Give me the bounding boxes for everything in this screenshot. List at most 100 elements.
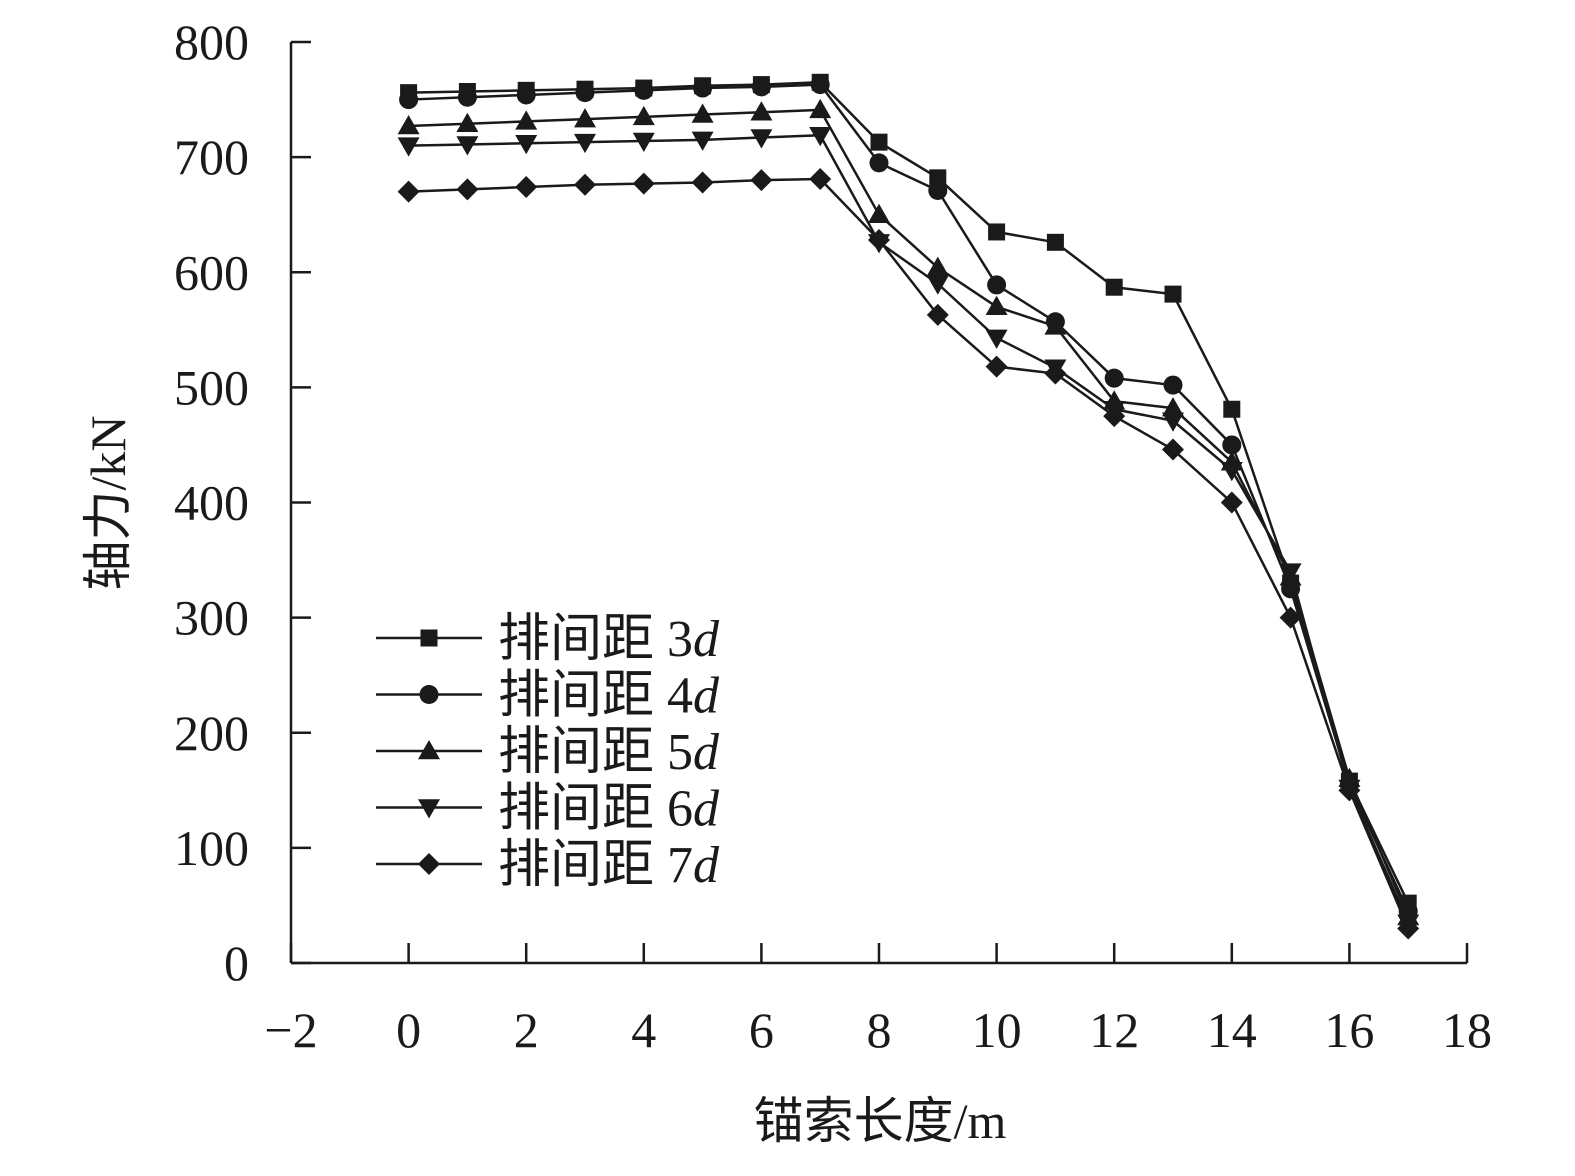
data-point [1338,779,1361,802]
data-point [1162,438,1184,461]
legend-marker [418,740,440,760]
x-tick-label: 8 [867,1002,892,1058]
series-5 [397,167,1420,940]
data-point [1222,435,1242,455]
x-tick-label: −2 [264,1002,317,1058]
data-point [809,167,832,190]
data-point [1044,315,1067,335]
data-point [926,303,949,326]
data-point [926,256,949,276]
data-point [691,171,714,194]
data-point [985,329,1008,349]
y-tick-label: 800 [174,14,249,70]
data-point [1046,233,1064,251]
data-point [399,90,419,110]
data-point [1044,362,1067,385]
data-point [1223,400,1241,418]
legend-item: 排间距 3d [376,611,720,668]
data-point [691,103,714,123]
data-point [632,172,655,195]
y-tick-label: 600 [174,244,249,300]
x-tick-label: 6 [749,1002,774,1058]
data-point [632,132,655,153]
data-point [574,173,596,196]
data-point [1163,375,1183,395]
data-point [985,355,1008,378]
axes: 0 100 200 300 400 500 600 700 800 −2 0 2 4 6 8 10 12 14 1… [174,14,1492,1058]
legend-marker [418,799,440,819]
data-point [575,83,595,103]
legend-item: 排间距 6d [376,781,720,838]
series-layer [397,73,1420,940]
legend-label: 排间距 6d [498,781,720,838]
data-point [985,295,1008,316]
data-point [1279,563,1302,583]
data-point [516,85,536,105]
x-tick-label: 16 [1324,1002,1374,1058]
y-tick-label: 400 [174,475,249,531]
legend-marker [418,853,440,875]
x-tick-label: 2 [514,1002,539,1058]
legend-marker [419,685,439,704]
data-point [397,137,420,157]
data-point [1220,491,1243,514]
data-point [750,169,773,192]
data-point [691,131,714,151]
data-point [456,178,479,201]
x-tick-label: 14 [1207,1002,1257,1058]
x-tick-label: 12 [1089,1002,1139,1058]
data-point [1105,278,1123,296]
x-tick-label: 0 [396,1002,421,1058]
data-point [632,105,655,126]
data-point [456,136,479,156]
data-point [397,115,420,135]
legend-label: 排间距 3d [498,611,720,668]
legend-label: 排间距 4d [498,668,720,725]
data-point [574,133,596,154]
y-axis-label: 轴力/kN [80,416,136,591]
legend-item: 排间距 5d [376,724,720,781]
data-point [515,110,538,130]
data-point [928,181,948,201]
x-tick-label: 4 [631,1002,656,1058]
data-point [1164,285,1182,303]
y-ticks: 0 100 200 300 400 500 600 700 800 [174,14,311,991]
x-tick-label: 10 [972,1002,1022,1058]
x-tick-label: 18 [1442,1002,1492,1058]
series-line [408,108,1410,918]
y-tick-label: 100 [174,820,249,876]
data-point [988,223,1006,241]
legend-label: 排间距 7d [498,837,720,894]
legend-marker [420,629,438,647]
data-point [515,176,538,199]
data-point [1397,917,1420,940]
data-point [1279,606,1302,629]
data-point [457,87,477,107]
y-tick-label: 0 [224,935,249,991]
data-point [1162,397,1184,417]
series-line [408,134,1410,924]
data-point [810,75,830,95]
data-point [809,127,832,147]
data-point [809,98,832,119]
data-point [750,129,773,149]
data-point [1220,462,1243,482]
data-point [987,275,1007,295]
data-point [456,112,479,132]
data-point [693,78,713,98]
data-point [868,203,890,223]
x-ticks: −2 0 2 4 6 8 10 12 14 16 18 [264,943,1492,1058]
data-point [750,101,773,121]
data-point [870,133,888,151]
data-point [868,229,890,252]
legend-item: 排间距 4d [376,668,720,725]
data-point [869,153,889,173]
series-line [408,81,1410,904]
data-point [1104,368,1124,388]
data-point [1103,405,1126,428]
y-tick-label: 500 [174,359,249,415]
data-point [926,275,949,295]
legend-item: 排间距 7d [376,837,720,894]
